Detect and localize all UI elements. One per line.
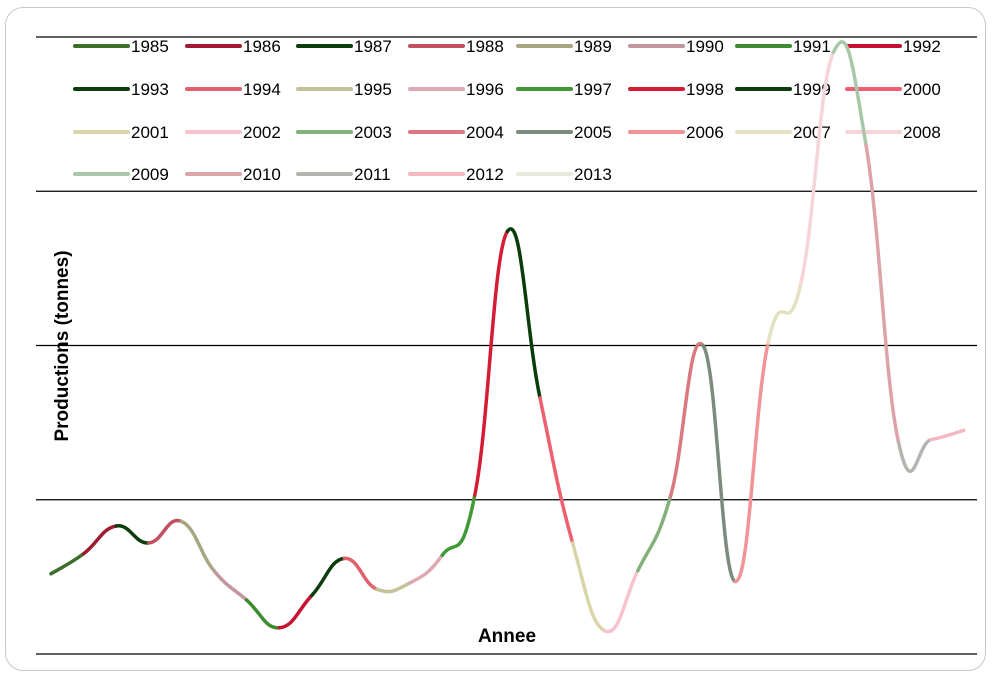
legend-label: 1989 xyxy=(574,37,612,56)
line-segment-2000 xyxy=(538,396,575,545)
line-segment-2005 xyxy=(701,343,738,584)
legend-item-1986: 1986 xyxy=(185,37,281,56)
legend-label: 2007 xyxy=(793,123,831,142)
line-segment-2011 xyxy=(896,437,933,473)
legend-item-2011: 2011 xyxy=(296,165,391,184)
legend-item-1998: 1998 xyxy=(628,80,724,99)
line-segment-1999 xyxy=(505,227,542,400)
legend-item-2002: 2002 xyxy=(185,123,281,142)
legend-label: 1993 xyxy=(131,80,169,99)
legend-item-1997: 1997 xyxy=(516,80,612,99)
legend-item-1987: 1987 xyxy=(296,37,392,56)
legend-item-2006: 2006 xyxy=(628,123,724,142)
legend-label: 2002 xyxy=(243,123,281,142)
legend-label: 1987 xyxy=(354,37,392,56)
legend-item-1990: 1990 xyxy=(628,37,724,56)
legend-label: 1994 xyxy=(243,80,281,99)
legend-item-2008: 2008 xyxy=(845,123,941,142)
line-segment-2006 xyxy=(733,340,770,584)
legend-label: 2010 xyxy=(243,165,281,184)
legend-label: 1992 xyxy=(903,37,941,56)
legend-item-1985: 1985 xyxy=(73,37,169,56)
legend-label: 1988 xyxy=(466,37,504,56)
legend-item-1995: 1995 xyxy=(296,80,392,99)
legend-item-1994: 1994 xyxy=(185,80,281,99)
legend-label: 2001 xyxy=(131,123,169,142)
line-segment-1989 xyxy=(179,519,216,573)
line-segment-1996 xyxy=(407,553,444,585)
legend-item-2005: 2005 xyxy=(516,123,612,142)
legend-label: 2011 xyxy=(354,165,391,184)
line-segment-1991 xyxy=(244,598,281,630)
line-segment-1993 xyxy=(310,556,347,598)
line-segment-1987 xyxy=(114,524,151,545)
line-segment-1997 xyxy=(440,493,477,558)
legend-label: 1995 xyxy=(354,80,392,99)
legend: 1985 1986 1987 1988 1989 1990 1991 1992 1993 1994… xyxy=(73,37,941,184)
legend-item-1991: 1991 xyxy=(735,37,831,56)
line-segment-2003 xyxy=(636,494,673,573)
line-segment-1995 xyxy=(375,581,412,594)
legend-label: 2008 xyxy=(903,123,941,142)
legend-label: 2013 xyxy=(574,165,612,184)
legend-item-2000: 2000 xyxy=(845,80,941,99)
legend-label: 2006 xyxy=(686,123,724,142)
legend-label: 1999 xyxy=(793,80,831,99)
legend-item-2013: 2013 xyxy=(516,165,612,184)
legend-label: 2003 xyxy=(354,123,392,142)
legend-item-2007: 2007 xyxy=(735,123,831,142)
line-segment-2001 xyxy=(570,541,607,633)
line-segment-2007 xyxy=(766,282,803,345)
legend-item-2003: 2003 xyxy=(296,123,392,142)
legend-label: 1985 xyxy=(131,37,169,56)
legend-label: 1990 xyxy=(686,37,724,56)
line-segment-2010 xyxy=(864,143,901,445)
line-segment-2004 xyxy=(668,341,705,499)
line-segment-1994 xyxy=(342,556,379,591)
legend-item-1999: 1999 xyxy=(735,80,831,99)
legend-item-2001: 2001 xyxy=(73,123,169,142)
line-segment-2012 xyxy=(929,428,966,442)
line-segment-1986 xyxy=(81,524,118,556)
line-segment-1998 xyxy=(473,229,510,497)
legend-label: 2000 xyxy=(903,80,941,99)
legend-label: 1997 xyxy=(574,80,612,99)
data-line xyxy=(49,40,966,634)
legend-label: 1991 xyxy=(793,37,831,56)
legend-label: 2005 xyxy=(574,123,612,142)
legend-item-1989: 1989 xyxy=(516,37,612,56)
legend-item-2012: 2012 xyxy=(408,165,504,184)
legend-item-1988: 1988 xyxy=(408,37,504,56)
legend-item-1992: 1992 xyxy=(845,37,941,56)
legend-item-2004: 2004 xyxy=(408,123,504,142)
legend-item-2010: 2010 xyxy=(185,165,281,184)
line-segment-1988 xyxy=(147,518,184,545)
gridlines xyxy=(36,36,977,655)
legend-label: 2012 xyxy=(466,165,504,184)
legend-item-1993: 1993 xyxy=(73,80,169,99)
x-axis-label: Annee xyxy=(478,626,536,647)
legend-label: 1986 xyxy=(243,37,281,56)
legend-label: 1998 xyxy=(686,80,724,99)
y-axis-label: Productions (tonnes) xyxy=(52,250,73,441)
line-segment-1990 xyxy=(212,568,249,602)
line-segment-1985 xyxy=(49,551,86,576)
legend-label: 2009 xyxy=(131,165,169,184)
line-segment-2008 xyxy=(799,50,836,286)
line-segment-2002 xyxy=(603,568,640,634)
line-segment-1992 xyxy=(277,593,314,630)
legend-label: 2004 xyxy=(466,123,504,142)
legend-label: 1996 xyxy=(466,80,504,99)
line-segment-2009 xyxy=(831,40,868,147)
legend-item-2009: 2009 xyxy=(73,165,169,184)
legend-item-1996: 1996 xyxy=(408,80,504,99)
